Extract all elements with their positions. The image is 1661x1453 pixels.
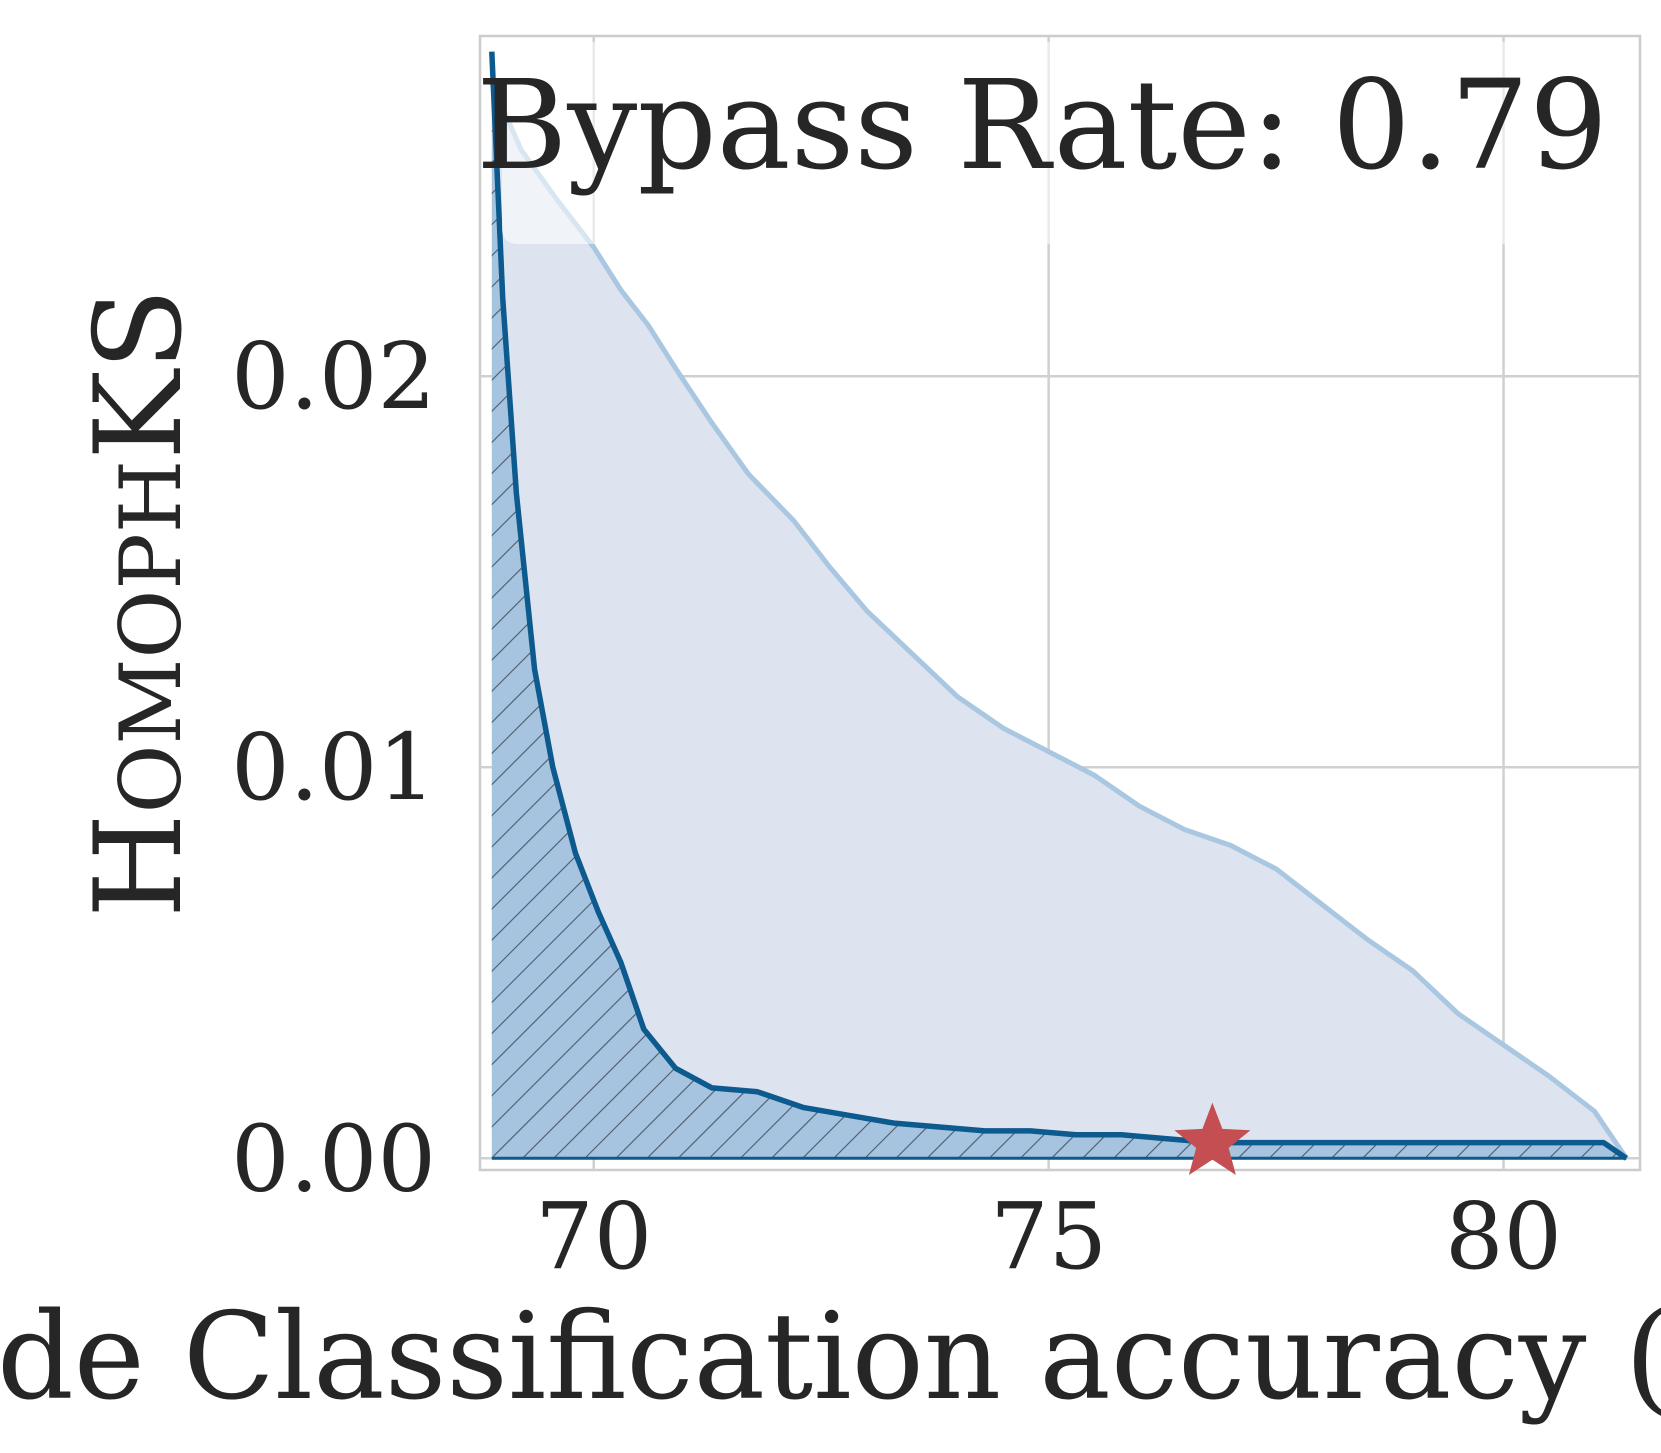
upper-line [489, 81, 1629, 1160]
y-axis-title: HomophKS [70, 288, 209, 918]
y-tick-labels: 0.00 0.01 0.02 [231, 323, 436, 1212]
y-tick-label: 0.01 [231, 714, 436, 821]
x-tick-label: 75 [990, 1183, 1107, 1290]
y-tick-label: 0.02 [231, 323, 436, 430]
y-tick-label: 0.00 [231, 1105, 436, 1212]
bypass-rate-annotation: Bypass Rate: 0.79 [476, 54, 1608, 198]
lower-line [489, 51, 1628, 1161]
x-tick-labels: 70 75 80 [535, 1183, 1562, 1290]
x-axis-title: Node Classification accuracy (%) [0, 1288, 1661, 1427]
annotation-box [502, 42, 1630, 244]
x-tick-label: 80 [1445, 1183, 1562, 1290]
lower-area-hatch [491, 51, 1627, 1159]
upper-area [491, 82, 1627, 1159]
star-marker [1174, 1102, 1251, 1175]
x-tick-label: 70 [535, 1183, 652, 1290]
